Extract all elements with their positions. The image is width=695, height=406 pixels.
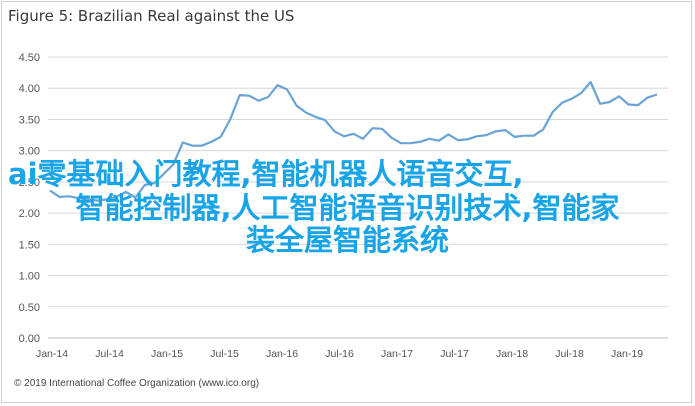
x-tick-label: Jan-14 [36,348,68,360]
y-axis-ticks: 0.00 0.50 1.00 1.50 2.00 2.50 3.00 3.50 4.00 4.50 [19,52,40,345]
y-tick-label: 4.50 [19,52,40,64]
y-tick-label: 4.00 [19,83,40,95]
x-tick-label: Jul-18 [555,348,584,360]
y-tick-label: 3.50 [19,114,40,126]
x-tick-label: Jul-17 [440,348,469,360]
x-tick-label: Jan-16 [266,348,298,360]
x-tick-label: Jan-19 [611,348,643,360]
x-tick-label: Jul-16 [325,348,354,360]
x-tick-label: Jul-15 [210,348,239,360]
y-tick-label: 2.50 [19,177,40,189]
series-group [49,80,658,202]
y-tick-label: 0.50 [19,302,40,314]
copyright-text: © 2019 International Coffee Organization… [14,378,260,389]
series-line [49,80,658,202]
y-tick-label: 1.50 [19,239,40,251]
y-tick-label: 1.00 [19,271,40,283]
x-tick-label: Jan-18 [496,348,528,360]
overlay-text-line-2: 智能控制器,人工智能语音识别技术,智能家 [75,191,620,225]
x-axis-ticks: Jan-14 Jul-14 Jan-15 Jul-15 Jan-16 Jul-16 Jan-… [36,348,643,360]
y-tick-label: 3.00 [19,146,40,158]
x-tick-label: Jan-15 [151,348,183,360]
y-tick-label: 2.00 [19,208,40,220]
x-tick-label: Jan-17 [381,348,413,360]
grid-lines [48,56,668,339]
chart-title: Figure 5: Brazilian Real against the US [8,7,295,25]
overlay-text-line-3: 装全屋智能系统 [245,223,449,257]
x-tick-label: Jul-14 [95,348,124,360]
overlay-text-line-1: ai零基础入门教程,智能机器人语音交互, [8,157,524,191]
y-tick-label: 0.00 [19,333,40,345]
